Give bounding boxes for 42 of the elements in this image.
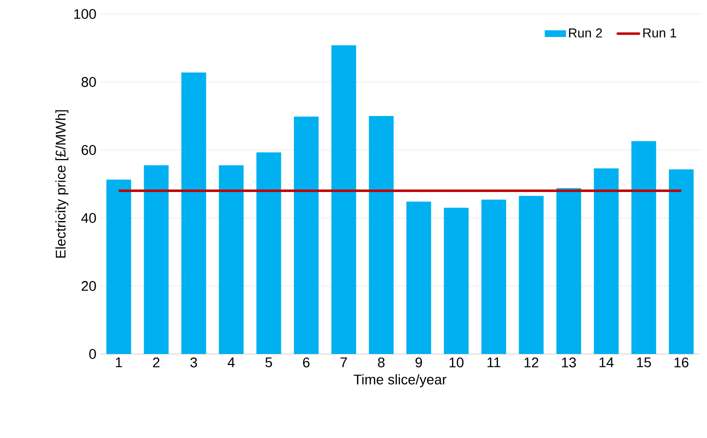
y-tick-label: 100 xyxy=(74,9,96,19)
y-tick-label: 40 xyxy=(81,213,96,223)
x-tick-label: 7 xyxy=(340,358,347,368)
bar xyxy=(594,168,619,354)
bar xyxy=(406,202,432,354)
x-tick-label: 5 xyxy=(265,358,272,368)
bar xyxy=(218,165,244,354)
bar xyxy=(256,152,282,354)
bar xyxy=(556,188,582,354)
x-tick-label: 14 xyxy=(600,358,614,368)
bar xyxy=(481,200,506,354)
x-tick-label: 10 xyxy=(450,358,464,368)
x-tick-label: 15 xyxy=(637,358,651,368)
bar xyxy=(668,169,694,354)
x-tick-label: 3 xyxy=(190,358,198,368)
bar xyxy=(144,165,169,354)
x-tick-label: 6 xyxy=(303,358,310,368)
legend-label: Run 1 xyxy=(643,28,676,38)
x-tick-label: 8 xyxy=(378,358,385,368)
bar xyxy=(518,196,544,354)
y-tick-label: 20 xyxy=(82,281,96,291)
y-axis-title: Electricity price [£/MWh] xyxy=(55,110,68,258)
bar xyxy=(106,180,132,354)
bar xyxy=(181,72,206,354)
bar xyxy=(631,141,656,354)
x-tick-label: 1 xyxy=(116,358,122,368)
legend-label: Run 2 xyxy=(569,28,602,38)
bar xyxy=(444,208,469,354)
x-tick-label: 9 xyxy=(416,358,422,368)
y-tick-label: 0 xyxy=(89,349,96,359)
x-tick-label: 4 xyxy=(228,358,235,368)
y-tick-label: 80 xyxy=(82,77,96,87)
x-tick-label: 2 xyxy=(153,358,160,368)
x-tick-label: 12 xyxy=(524,358,538,368)
y-tick-label: 60 xyxy=(82,145,96,155)
bar xyxy=(294,116,319,354)
x-tick-label: 13 xyxy=(562,358,576,368)
bar xyxy=(331,45,356,354)
x-tick-label: 11 xyxy=(488,358,500,368)
bar xyxy=(368,116,394,354)
x-tick-label: 16 xyxy=(674,358,688,368)
x-axis-title: Time slice/year xyxy=(354,374,446,388)
